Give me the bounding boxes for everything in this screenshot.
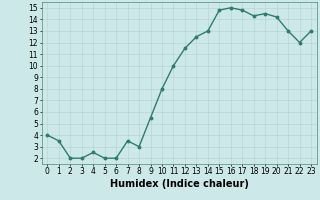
- X-axis label: Humidex (Indice chaleur): Humidex (Indice chaleur): [110, 179, 249, 189]
